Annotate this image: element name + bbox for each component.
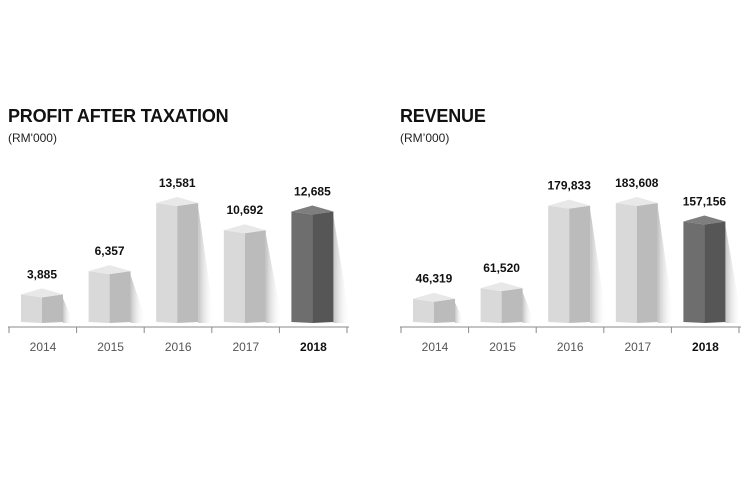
data-label: 179,833 [548,179,592,193]
bar-front [223,230,245,323]
data-label: 157,156 [683,194,727,208]
bar-2016 [156,197,215,323]
bar-2017 [615,197,674,323]
profit-chart-panel: PROFIT AFTER TAXATION (RM'000) 3,885 2014… [8,0,368,498]
bar-2017 [223,224,282,323]
bar-shadow [455,302,463,323]
bar-shadow [725,225,742,323]
x-tick-label: 2014 [30,340,57,354]
x-tick-label: 2015 [97,340,124,354]
bar-shadow [333,215,350,323]
x-tick-label: 2018 [692,340,719,354]
bar-shadow [522,292,534,323]
bar-side [109,271,131,323]
x-tick-label: 2016 [165,340,192,354]
data-label: 46,319 [416,272,453,286]
bar-front [548,205,570,323]
data-label: 10,692 [226,203,263,217]
bar-2016 [548,199,607,323]
bar-front [291,211,313,323]
chart-title: PROFIT AFTER TAXATION [8,106,229,126]
data-label: 183,608 [615,176,659,190]
chart-title: REVENUE [400,106,486,126]
bar-shadow [657,207,674,323]
bar-2018 [683,215,742,323]
bar-shadow [198,207,215,323]
bar-top [21,288,63,298]
bar-front [156,203,178,323]
bar-front [88,271,110,323]
bar-top [291,205,334,215]
bar-front [683,221,705,323]
bar-2018 [291,205,350,323]
data-label: 13,581 [159,176,196,190]
bar-top [223,224,266,234]
bar-side [569,205,591,323]
x-tick-label: 2017 [232,340,259,354]
bar-shadow [63,298,73,323]
bar-top [548,199,591,209]
bar-2015 [480,282,534,323]
bar-top [615,197,658,206]
x-tick-label: 2018 [300,340,327,354]
bar-front [413,298,434,323]
chart-subtitle: (RM’000) [400,131,450,145]
bar-side [177,203,199,323]
bar-top [683,215,726,225]
bar-front [21,294,42,323]
bar-side [42,294,63,323]
x-tick-label: 2014 [422,340,449,354]
profit-bar-chart: 3,885 2014 6,357 2015 13,581 2016 10,692 2017 12… [8,176,350,354]
x-tick-label: 2017 [624,340,651,354]
data-label: 12,685 [294,184,331,198]
bar-side [434,298,455,323]
bar-shadow [265,234,282,323]
bar-2015 [88,265,146,323]
chart-subtitle: (RM'000) [8,131,57,145]
bar-top [413,292,455,302]
x-tick-label: 2015 [489,340,516,354]
bar-shadow [590,209,607,323]
data-label: 6,357 [95,244,125,258]
bar-2014 [21,288,73,323]
bar-shadow [130,275,146,323]
bar-side [636,203,658,323]
data-label: 61,520 [483,261,520,275]
bar-top [88,265,131,275]
x-tick-label: 2016 [557,340,584,354]
bar-side [501,288,523,323]
data-label: 3,885 [27,267,57,281]
bar-side [704,221,726,323]
bar-side [312,211,334,323]
bar-top [156,197,199,206]
bar-front [615,203,637,323]
bar-front [480,288,502,323]
bar-top [480,282,523,292]
bar-2014 [413,292,463,323]
bar-side [244,230,266,323]
revenue-chart-panel: REVENUE (RM’000) 46,319 2014 61,520 2015 179… [400,0,747,498]
revenue-bar-chart: 46,319 2014 61,520 2015 179,833 2016 183,608 20… [400,176,742,354]
